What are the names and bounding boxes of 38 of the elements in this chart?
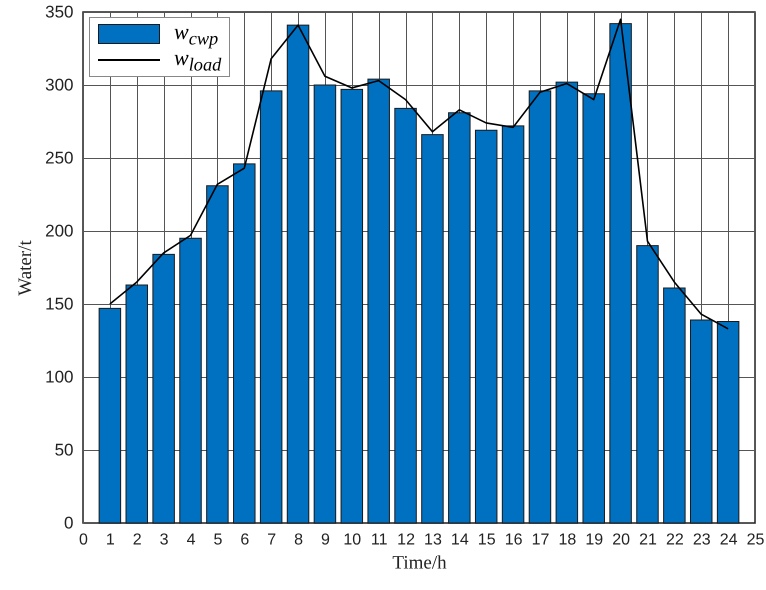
x-tick-label: 16 bbox=[504, 532, 523, 548]
x-tick-label: 19 bbox=[585, 532, 604, 548]
x-tick-label: 14 bbox=[450, 532, 469, 548]
x-tick-label: 21 bbox=[639, 532, 657, 548]
y-axis-title: Water/t bbox=[15, 240, 36, 296]
x-tick-label: 25 bbox=[746, 532, 764, 548]
y-tick-label: 250 bbox=[45, 148, 74, 168]
x-tick-label: 12 bbox=[397, 532, 416, 548]
line-series bbox=[109, 18, 729, 330]
x-tick-label: 13 bbox=[424, 532, 442, 548]
x-tick-label: 23 bbox=[692, 532, 711, 548]
x-tick-label: 4 bbox=[186, 532, 196, 548]
x-tick-label: 9 bbox=[320, 532, 330, 548]
x-tick-label: 2 bbox=[132, 532, 142, 548]
legend-label: w$_{cwp}$ bbox=[174, 18, 218, 48]
x-tick-label: 1 bbox=[106, 532, 115, 548]
y-tick-label: 350 bbox=[45, 2, 74, 22]
y-tick-label: 0 bbox=[64, 514, 74, 532]
x-tick-label: 7 bbox=[267, 532, 276, 548]
x-tick-label: 10 bbox=[343, 532, 362, 548]
x-axis-title: Time/h bbox=[392, 552, 448, 574]
x-tick-label: 3 bbox=[160, 532, 169, 548]
x-tick-label: 17 bbox=[532, 532, 550, 548]
y-tick-label: 200 bbox=[45, 222, 74, 240]
x-tick-label: 8 bbox=[294, 532, 304, 548]
x-tick-label: 20 bbox=[612, 532, 630, 548]
x-tick-label: 0 bbox=[79, 532, 88, 548]
x-tick-label: 11 bbox=[370, 532, 388, 548]
y-tick-label: 150 bbox=[45, 294, 74, 314]
y-tick-label: 50 bbox=[54, 440, 74, 460]
x-tick-label: 18 bbox=[558, 532, 576, 548]
y-tick-label: 300 bbox=[45, 76, 74, 94]
x-tick-label: 22 bbox=[666, 532, 684, 548]
x-tick-label: 24 bbox=[720, 532, 738, 548]
x-tick-label: 6 bbox=[240, 532, 250, 548]
x-tick-label: 15 bbox=[478, 532, 496, 548]
x-tick-label: 5 bbox=[213, 532, 222, 548]
y-tick-label: 100 bbox=[45, 368, 74, 386]
